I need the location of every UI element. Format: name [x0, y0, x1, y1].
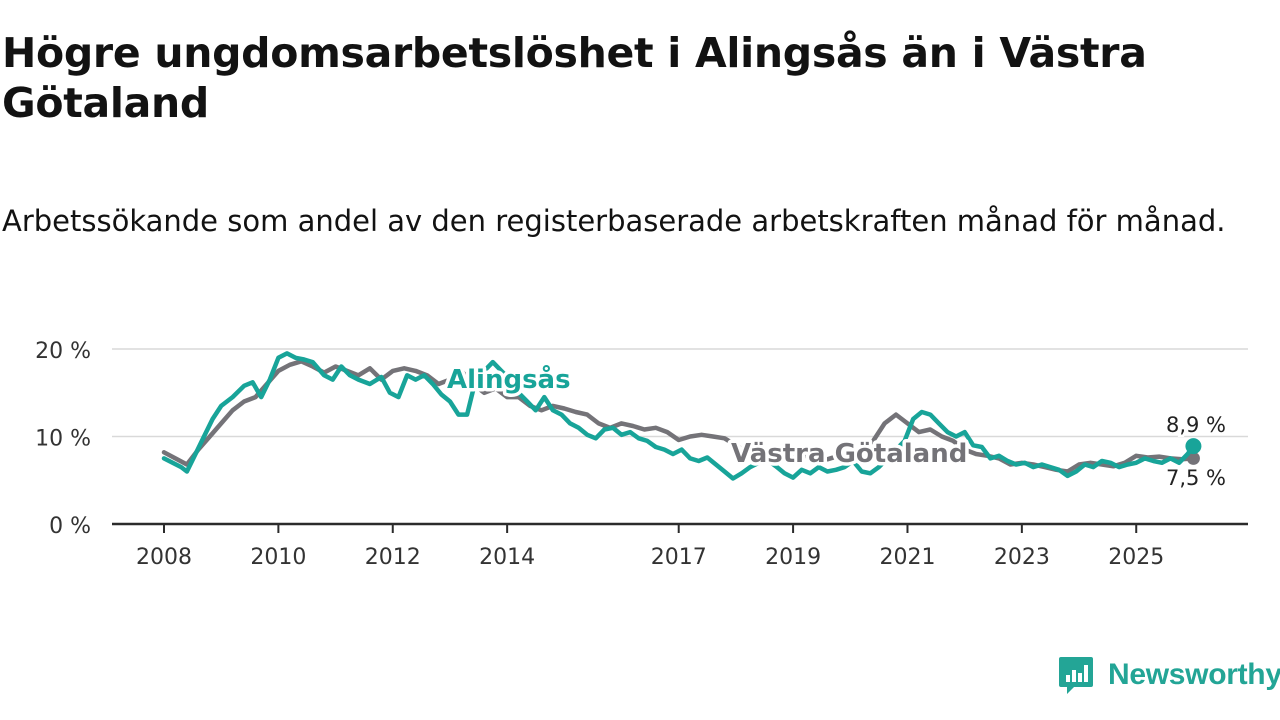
newsworthy-logo-icon	[1059, 657, 1093, 694]
y-tick-label: 10 %	[35, 427, 91, 452]
y-tick-label: 20 %	[35, 339, 91, 364]
chart-title: Högre ungdomsarbetslöshet i Alingsås än …	[2, 29, 1147, 127]
series-line-vastra-gotaland	[161, 359, 1196, 474]
chart-subtitle: Arbetssökande som andel av den registerb…	[2, 204, 1226, 238]
x-tick-label: 2008	[136, 545, 192, 570]
x-tick-label: 2021	[879, 545, 935, 570]
series-label-vastra-gotaland: Västra Götaland	[731, 439, 967, 469]
brand-name: Newsworthy	[1108, 658, 1280, 691]
end-value-label-alingsas: 8,9 %	[1166, 413, 1226, 437]
end-value-label-vastra-gotaland: 7,5 %	[1166, 466, 1226, 490]
x-tick-label: 2023	[994, 545, 1050, 570]
y-tick-label: 0 %	[49, 514, 91, 539]
x-tick-label: 2014	[479, 545, 535, 570]
end-point-alingsas	[1185, 438, 1202, 455]
x-tick-label: 2019	[765, 545, 821, 570]
x-tick-label: 2010	[250, 545, 306, 570]
series-line-alingsas	[161, 351, 1196, 481]
series-label-alingsas: Alingsås	[447, 363, 571, 395]
end-point-vastra-gotaland	[1186, 451, 1200, 465]
x-tick-label: 2025	[1108, 545, 1164, 570]
x-tick-label: 2012	[365, 545, 421, 570]
x-tick-label: 2017	[651, 545, 707, 570]
brand-logo: Newsworthy	[1058, 654, 1280, 696]
